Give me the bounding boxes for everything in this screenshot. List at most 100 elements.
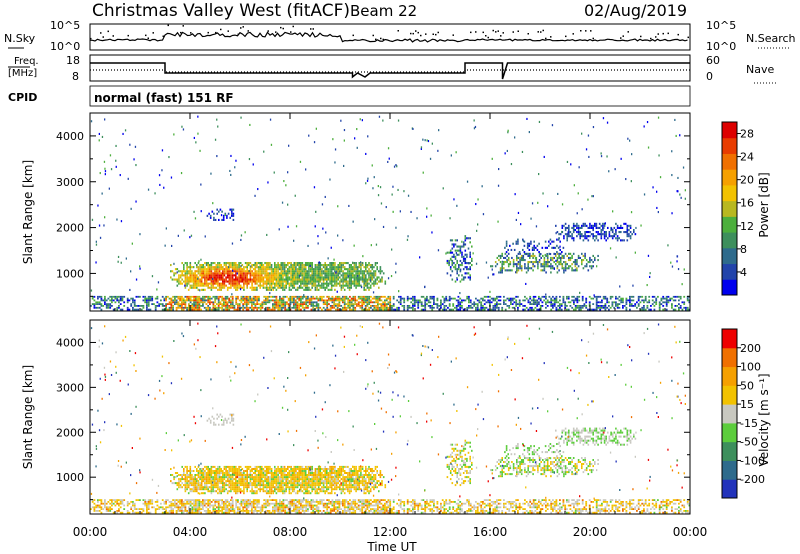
velocity-cell [199, 476, 201, 479]
power-cell [270, 266, 273, 269]
power-cell [454, 255, 457, 258]
power-cell [187, 266, 190, 269]
power-cell [382, 225, 385, 228]
velocity-cell [256, 484, 258, 487]
power-cell [191, 299, 194, 302]
power-cell [334, 148, 337, 151]
power-cell [352, 268, 354, 271]
power-cell [519, 259, 521, 262]
power-cell [251, 282, 253, 285]
power-cell [559, 248, 561, 251]
power-cell [121, 299, 124, 302]
power-cell [373, 272, 375, 275]
power-cell [313, 278, 315, 281]
power-cell [156, 301, 159, 304]
power-cell [557, 305, 560, 307]
power-cell [249, 268, 252, 271]
power-cell [207, 264, 209, 267]
power-cell [350, 297, 353, 300]
power-cell [182, 306, 185, 309]
power-cell [455, 151, 457, 154]
power-cell [228, 278, 231, 281]
power-cell [451, 270, 454, 273]
power-cell [604, 305, 607, 307]
power-cell [235, 278, 237, 281]
power-cell [531, 202, 534, 205]
power-cell [217, 270, 219, 273]
power-cell [308, 264, 310, 267]
power-cell [314, 278, 317, 281]
power-cell [529, 252, 531, 255]
power-cell [605, 233, 607, 236]
velocity-cell [270, 468, 273, 470]
power-cell [366, 305, 369, 307]
power-cell [655, 303, 658, 305]
power-cell [345, 297, 348, 300]
power-cell [342, 308, 344, 311]
power-cell [223, 286, 226, 289]
velocity-cell [228, 474, 231, 476]
power-cell [95, 261, 97, 264]
power-cell [263, 295, 266, 298]
power-cell [293, 239, 295, 242]
power-cell [626, 239, 629, 242]
velocity-heatmap-cells [90, 322, 691, 514]
power-cell [207, 295, 210, 298]
power-cell [413, 303, 416, 305]
power-cell [564, 226, 567, 229]
power-cell [275, 266, 278, 269]
velocity-cell [235, 486, 237, 489]
power-cell [634, 303, 637, 305]
power-cell [377, 308, 379, 311]
power-cell [244, 270, 247, 273]
power-cell [548, 261, 551, 264]
power-cell [597, 239, 599, 242]
power-cell [338, 305, 341, 307]
velocity-cell [228, 465, 231, 468]
power-cell [277, 278, 279, 281]
power-cell [530, 217, 532, 220]
power-cell [350, 301, 353, 304]
power-cell [573, 301, 575, 304]
power-cell [369, 264, 372, 267]
power-cell [301, 306, 304, 309]
power-cell [301, 303, 304, 305]
power-cell [298, 272, 300, 275]
power-cell [254, 268, 257, 271]
power-cell [538, 297, 540, 300]
power-cell [499, 303, 502, 305]
power-cell [217, 264, 219, 267]
power-cell [448, 308, 451, 311]
power-cell [574, 297, 577, 300]
power-cell [313, 186, 316, 189]
power-cell [627, 137, 629, 140]
power-cell [507, 252, 510, 255]
power-cell [301, 295, 304, 298]
power-cell [548, 295, 551, 298]
power-cell [214, 301, 217, 304]
power-cell [172, 306, 174, 309]
power-cell [345, 308, 348, 311]
power-cell [273, 171, 275, 174]
power-cell [571, 295, 574, 298]
power-cell [559, 303, 561, 305]
power-cell [498, 168, 500, 171]
power-cell [277, 306, 280, 309]
velocity-cell [217, 468, 219, 470]
power-cell [290, 284, 292, 287]
noise-point [677, 33, 679, 36]
power-cell [207, 306, 210, 309]
power-cell [588, 303, 591, 305]
power-cell [115, 165, 117, 168]
power-cell [301, 301, 304, 304]
power-cell [284, 295, 287, 298]
power-cell [248, 264, 250, 267]
power-cell [181, 306, 183, 309]
power-cell [538, 303, 540, 305]
power-cell [181, 272, 183, 275]
power-cell [602, 224, 604, 227]
power-cell [189, 301, 192, 304]
power-cell [562, 297, 565, 300]
power-cell [317, 242, 319, 245]
power-cell [300, 284, 302, 287]
